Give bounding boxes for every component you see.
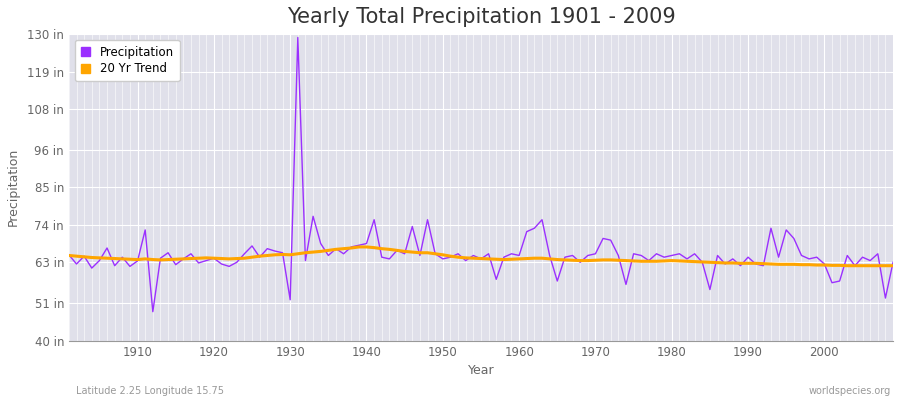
Text: worldspecies.org: worldspecies.org: [809, 386, 891, 396]
X-axis label: Year: Year: [468, 364, 494, 377]
Y-axis label: Precipitation: Precipitation: [7, 148, 20, 226]
Title: Yearly Total Precipitation 1901 - 2009: Yearly Total Precipitation 1901 - 2009: [286, 7, 675, 27]
Legend: Precipitation, 20 Yr Trend: Precipitation, 20 Yr Trend: [75, 40, 180, 81]
Text: Latitude 2.25 Longitude 15.75: Latitude 2.25 Longitude 15.75: [76, 386, 224, 396]
